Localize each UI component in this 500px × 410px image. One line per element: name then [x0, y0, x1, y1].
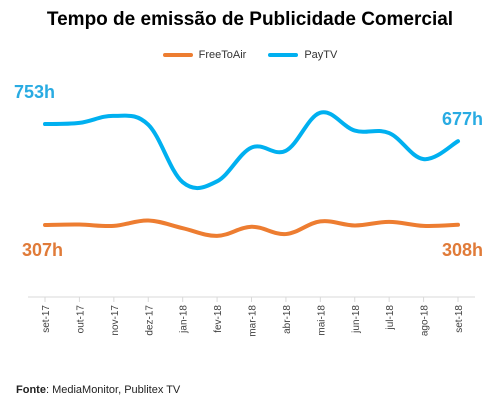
legend-label-freetoair: FreeToAir: [198, 49, 247, 61]
x-tick-label: fev-18: [213, 305, 224, 333]
series-line-freetoair: [43, 218, 460, 238]
chart-title: Tempo de emissão de Publicidade Comercia…: [46, 9, 454, 30]
x-tick-label: jan-18: [179, 305, 190, 334]
source-note: Fonte: MediaMonitor, Publitex TV: [16, 384, 180, 396]
label-paytv-start: 753h: [14, 82, 55, 102]
legend-item-paytv: PayTV: [268, 49, 337, 61]
legend-item-freetoair: FreeToAir: [162, 49, 247, 61]
x-tick-label: jun-18: [351, 305, 362, 334]
label-freetoair-start: 307h: [22, 240, 63, 260]
x-tick-label: mai-18: [316, 305, 327, 336]
x-tick-label: nov-17: [110, 305, 121, 336]
x-tick-label: ago-18: [420, 305, 431, 337]
x-tick-label: set-18: [454, 305, 465, 333]
x-tick-label: dez-17: [144, 305, 155, 336]
x-tick-label: set-17: [41, 305, 52, 333]
label-freetoair-end: 308h: [442, 240, 483, 260]
x-tick-label: abr-18: [282, 305, 293, 334]
chart-legend: FreeToAir PayTV: [0, 49, 500, 61]
source-label: Fonte: [16, 384, 46, 396]
legend-swatch-paytv: [268, 53, 299, 57]
x-tick-label: mar-18: [248, 305, 259, 337]
x-tick-label: out-17: [75, 305, 86, 334]
series-line-paytv: [43, 110, 460, 191]
x-tick-label: jul-18: [385, 305, 396, 331]
label-paytv-end: 677h: [442, 109, 483, 129]
legend-label-paytv: PayTV: [304, 49, 338, 61]
legend-swatch-freetoair: [162, 53, 193, 57]
source-text: : MediaMonitor, Publitex TV: [45, 384, 181, 396]
